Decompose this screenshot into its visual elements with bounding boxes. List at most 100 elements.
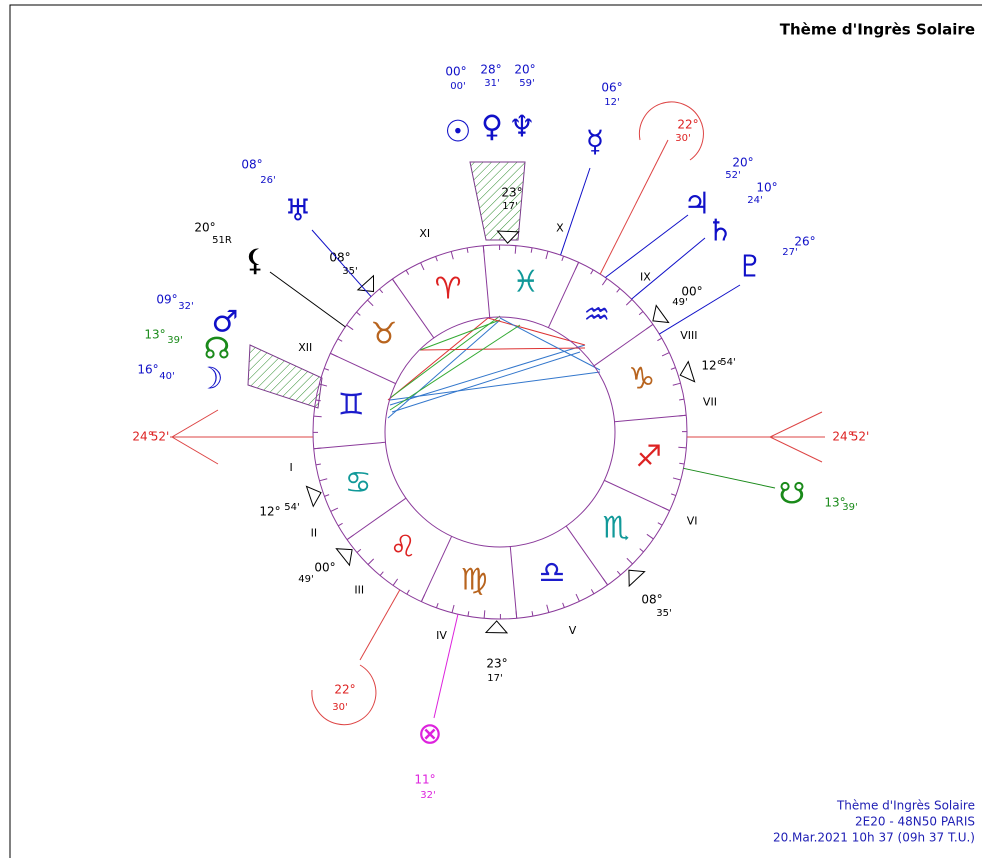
cusp-minute: 49' [672, 297, 687, 308]
sign-glyph: ♌ [390, 529, 417, 564]
footer: Thème d'Ingrès Solaire [836, 799, 975, 813]
cusp-minute: 54' [720, 357, 735, 368]
cusp-degree: 00° [314, 561, 335, 575]
cusp-degree: 12° [259, 505, 280, 519]
tick [337, 338, 343, 342]
sign-boundary [482, 245, 491, 318]
cusp-triangle [652, 304, 670, 324]
inner-ring [384, 316, 616, 548]
tick [319, 478, 328, 482]
cusp-triangle [335, 548, 353, 567]
planet-glyph: ♄ [707, 214, 734, 249]
planet-minute: 51R [212, 235, 232, 246]
cusp-triangle [628, 569, 646, 588]
house-number: IX [640, 271, 651, 284]
house-number: VII [703, 395, 717, 408]
planet-line [311, 229, 372, 297]
tick [420, 262, 425, 271]
vertex-line [359, 589, 401, 661]
planet-degree: 20° [514, 63, 535, 77]
tick [616, 288, 621, 293]
tick [531, 611, 534, 617]
tick [638, 311, 644, 316]
planet-line [605, 214, 689, 278]
asc-arrow [171, 409, 219, 465]
cusp-triangle [305, 485, 322, 508]
planet-glyph: ☿ [586, 125, 604, 160]
tick [625, 299, 633, 306]
planet-line [269, 271, 346, 328]
tick [367, 558, 375, 565]
tick [379, 288, 384, 294]
sign-boundary [420, 536, 453, 602]
tick [435, 602, 439, 609]
cusp-triangle [679, 360, 696, 383]
sign-glyph: ♈ [435, 272, 462, 307]
tick [561, 255, 565, 262]
sign-glyph: ♑ [628, 362, 655, 397]
tick [324, 494, 330, 497]
house-number: XII [298, 341, 312, 354]
cusp-triangle [484, 620, 509, 634]
tick [616, 570, 621, 576]
sign-boundary [614, 414, 687, 423]
vertex-line [599, 139, 669, 275]
tick [315, 463, 321, 466]
tick [646, 533, 654, 540]
planet-glyph: ☽ [197, 362, 224, 397]
cusp-minute: 35' [656, 608, 671, 619]
tick [514, 245, 517, 254]
sign-boundary [547, 262, 580, 328]
sign-glyph: ♏ [602, 510, 629, 545]
sign-glyph: ♊ [338, 388, 365, 423]
planet-degree: 10° [756, 181, 777, 195]
planet-minute: 24' [747, 195, 762, 206]
planet-minute: 26' [260, 175, 275, 186]
house-number: V [569, 624, 577, 637]
tick [435, 256, 438, 262]
planet-glyph: ♀ [481, 110, 503, 145]
planet-minute: 00' [450, 81, 465, 92]
cusp-minute: 17' [502, 201, 517, 212]
cusp-triangle [496, 230, 520, 244]
tick [590, 269, 594, 275]
vertex-degree: 22° [677, 118, 698, 132]
planet-minute: 27' [782, 247, 797, 258]
planet-glyph: ⊗ [417, 717, 442, 752]
axis-minute: 52' [851, 430, 870, 444]
cusp-degree: 00° [681, 285, 702, 299]
planet-glyph: ⚸ [244, 244, 266, 279]
planet-line [659, 284, 741, 335]
house-number: I [289, 461, 292, 474]
tick [405, 270, 410, 275]
planet-minute: 32' [178, 301, 193, 312]
planet-degree: 20° [732, 156, 753, 170]
house-number: IV [436, 629, 447, 642]
tick [406, 589, 410, 595]
house-number: XI [419, 227, 430, 240]
tick [330, 507, 339, 512]
cusp-degree: 08° [641, 593, 662, 607]
sign-glyph: ♍ [461, 562, 488, 597]
sign-boundary [509, 546, 518, 619]
planet-degree: 08° [241, 158, 262, 172]
cusp-minute: 49' [298, 574, 313, 585]
planet-degree: 06° [601, 81, 622, 95]
tick [546, 604, 550, 613]
tick [346, 324, 354, 331]
tick [679, 462, 685, 465]
tick [545, 251, 549, 260]
tick [679, 398, 685, 401]
sign-boundary [313, 441, 386, 450]
tick [319, 383, 328, 387]
tick [657, 522, 663, 526]
planet-degree: 09° [156, 293, 177, 307]
tick [657, 337, 662, 342]
vertex-minute: 30' [675, 133, 690, 144]
tick [356, 548, 362, 553]
planet-degree: 00° [445, 65, 466, 79]
tick [392, 578, 399, 586]
planet-minute: 39' [842, 502, 857, 513]
